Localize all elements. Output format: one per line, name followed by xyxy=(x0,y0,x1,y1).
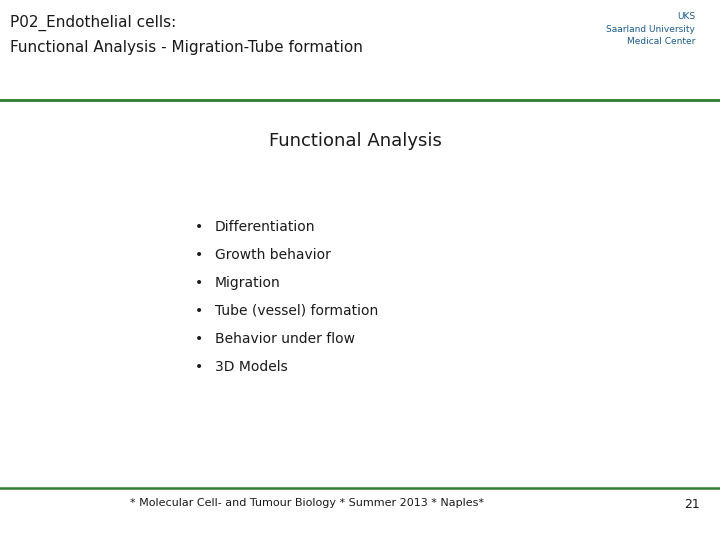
Text: UKS
Saarland University
Medical Center: UKS Saarland University Medical Center xyxy=(606,12,695,46)
Text: Differentiation: Differentiation xyxy=(215,220,315,234)
Text: Tube (vessel) formation: Tube (vessel) formation xyxy=(215,304,378,318)
Text: 3D Models: 3D Models xyxy=(215,360,288,374)
Text: Behavior under flow: Behavior under flow xyxy=(215,332,355,346)
Text: P02_Endothelial cells:: P02_Endothelial cells: xyxy=(10,15,176,31)
Text: 21: 21 xyxy=(684,498,700,511)
Text: •: • xyxy=(195,304,203,318)
Text: •: • xyxy=(195,332,203,346)
Text: Functional Analysis: Functional Analysis xyxy=(269,132,441,150)
Text: •: • xyxy=(195,220,203,234)
Text: Functional Analysis - Migration-Tube formation: Functional Analysis - Migration-Tube for… xyxy=(10,40,363,55)
Text: Migration: Migration xyxy=(215,276,281,290)
Text: * Molecular Cell- and Tumour Biology * Summer 2013 * Naples*: * Molecular Cell- and Tumour Biology * S… xyxy=(130,498,484,508)
Text: Growth behavior: Growth behavior xyxy=(215,248,331,262)
Text: •: • xyxy=(195,248,203,262)
Text: •: • xyxy=(195,360,203,374)
Text: •: • xyxy=(195,276,203,290)
